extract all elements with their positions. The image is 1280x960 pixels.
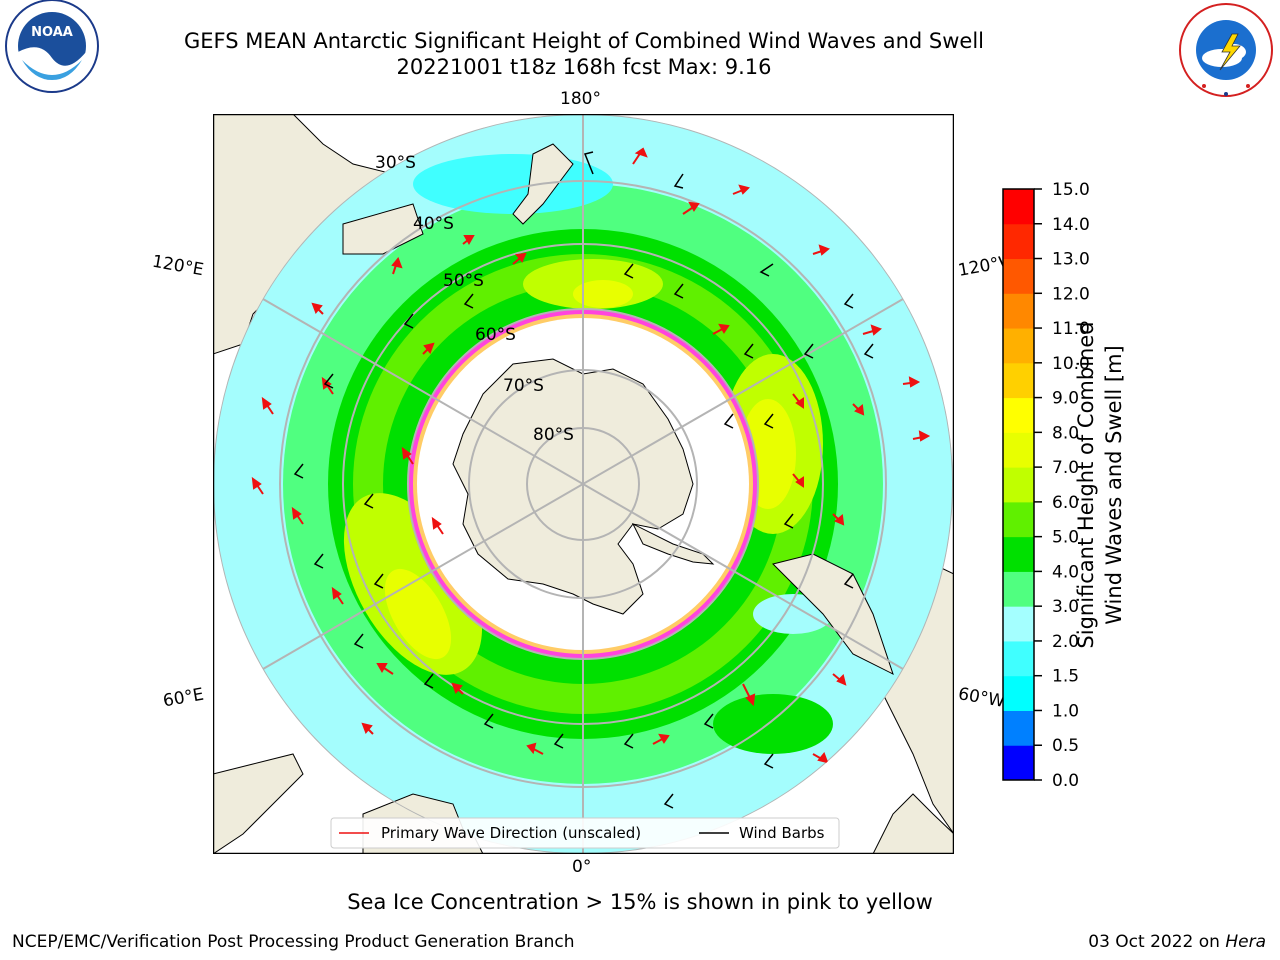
lat-label-30s: 30°S	[375, 153, 416, 173]
colorbar-tick-label: 4.0	[1052, 562, 1079, 582]
colorbar-tick-label: 14.0	[1052, 215, 1090, 235]
colorbar-swatch	[1003, 710, 1034, 746]
footer-date-text: 03 Oct 2022 on	[1088, 932, 1220, 952]
colorbar-swatch	[1003, 432, 1034, 468]
colorbar-swatch	[1003, 362, 1034, 399]
africa-landmass	[213, 753, 304, 854]
colorbar-swatch	[1003, 223, 1034, 260]
lat-label-70s: 70°S	[503, 376, 544, 396]
colorbar-swatch	[1003, 328, 1034, 364]
map-title: GEFS MEAN Antarctic Significant Height o…	[183, 29, 985, 53]
legend-wind-barbs: Wind Barbs	[739, 824, 825, 842]
colorbar-swatch	[1003, 571, 1034, 607]
lon-label-60w: 60°W	[956, 684, 1007, 712]
colorbar-tick-label: 8.0	[1052, 423, 1079, 443]
lat-label-60s: 60°S	[475, 325, 516, 345]
colorbar-tick-label: 9.0	[1052, 389, 1079, 409]
colorbar-swatch	[1003, 606, 1034, 642]
lon-label-120e: 120°E	[150, 251, 206, 281]
sea-ice-note: Sea Ice Concentration > 15% is shown in …	[347, 890, 933, 914]
colorbar-label-line1: Significant Height of Combined	[1074, 321, 1098, 649]
colorbar-tick-label: 10.0	[1052, 354, 1090, 374]
lat-label-40s: 40°S	[413, 214, 454, 234]
antarctica-landmass	[452, 358, 694, 615]
colorbar-swatch	[1003, 397, 1034, 433]
colorbar-tick-label: 5.0	[1052, 528, 1079, 548]
colorbar-tick-label: 0.5	[1052, 736, 1079, 756]
colorbar-swatch	[1003, 189, 1034, 225]
noaa-logo: NOAA	[0, 0, 104, 104]
colorbar-tick-label: 3.0	[1052, 597, 1079, 617]
lat-label-80s: 80°S	[533, 425, 574, 445]
colorbar-swatch	[1003, 501, 1034, 538]
colorbar-swatch	[1003, 258, 1034, 294]
colorbar-tick-label: 12.0	[1052, 284, 1090, 304]
colorbar-tick-label: 2.0	[1052, 632, 1079, 652]
colorbar-tick-label: 7.0	[1052, 458, 1079, 478]
wave-direction-arrows	[251, 147, 931, 764]
colorbar-swatch	[1003, 640, 1034, 677]
map-panel: 30°S 40°S 50°S 60°S 70°S 80°S Primary Wa…	[212, 113, 955, 855]
colorbar-label-line2: Wind Waves and Swell [m]	[1102, 345, 1126, 625]
colorbar-tick-label: 1.5	[1052, 667, 1079, 687]
wind-barbs	[293, 151, 874, 809]
colorbar-ticks: 0.0 0.5 1.0 1.5 2.0 3.0 4.0 5.0 6.0 7.0 8.0 9.0 10.0…	[1034, 180, 1090, 791]
noaa-logo-text: NOAA	[31, 25, 73, 40]
colorbar-swatch	[1003, 293, 1034, 329]
colorbar-swatch	[1003, 467, 1034, 503]
forecast-subtitle: 20221001 t18z 168h fcst Max: 9.16	[396, 55, 772, 79]
colorbar-tick-label: 0.0	[1052, 771, 1079, 790]
footer-date: 03 Oct 2022 on Hera	[1088, 932, 1266, 952]
lat-label-50s: 50°S	[443, 271, 484, 291]
lon-label-180: 180°	[560, 89, 601, 109]
colorbar-tick-label: 13.0	[1052, 250, 1090, 270]
colorbar-swatch	[1003, 536, 1034, 572]
map-legend: Primary Wave Direction (unscaled) Wind B…	[330, 817, 840, 849]
footer-machine: Hera	[1225, 932, 1266, 952]
lon-label-0: 0°	[572, 857, 592, 877]
colorbar-tick-label: 1.0	[1052, 701, 1079, 721]
meridian-graticule	[262, 114, 904, 854]
footer-branch: NCEP/EMC/Verification Post Processing Pr…	[12, 932, 575, 952]
colorbar-swatch	[1003, 745, 1034, 781]
colorbar-tick-label: 11.0	[1052, 319, 1090, 339]
lon-label-60e: 60°E	[161, 684, 206, 712]
colorbar-swatch	[1003, 675, 1034, 711]
south-america-tip	[872, 793, 954, 854]
polar-map: 30°S 40°S 50°S 60°S 70°S 80°S Primary Wa…	[212, 113, 955, 855]
legend-wave-direction: Primary Wave Direction (unscaled)	[381, 824, 641, 842]
colorbar: 0.0 0.5 1.0 1.5 2.0 3.0 4.0 5.0 6.0 7.0 8.0 9.0 10.0…	[1000, 180, 1220, 791]
colorbar-tick-label: 15.0	[1052, 180, 1090, 200]
colorbar-swatches	[1003, 189, 1034, 781]
colorbar-tick-label: 6.0	[1052, 493, 1079, 513]
nws-logo	[1174, 0, 1278, 104]
